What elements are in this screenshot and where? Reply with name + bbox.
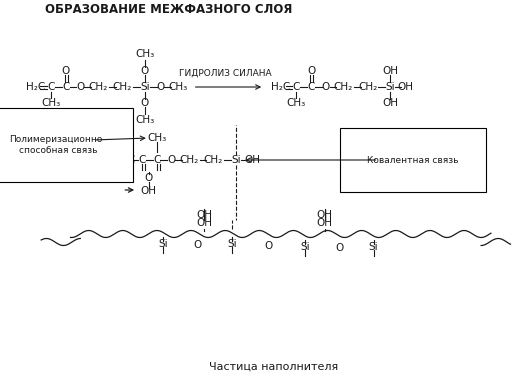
Text: CH₃: CH₃	[41, 98, 61, 108]
Text: OH: OH	[316, 218, 333, 228]
Text: OH: OH	[316, 210, 333, 220]
Text: O: O	[141, 66, 149, 76]
Text: Si: Si	[386, 82, 395, 92]
Text: OH: OH	[398, 82, 414, 92]
Text: C: C	[138, 155, 145, 165]
Text: CH₂: CH₂	[358, 82, 378, 92]
Text: O: O	[307, 66, 315, 76]
Text: CH₂: CH₂	[88, 82, 108, 92]
Text: OH: OH	[244, 155, 260, 165]
Text: CH₂: CH₂	[113, 82, 132, 92]
Text: O: O	[76, 82, 84, 92]
Text: Si: Si	[159, 239, 168, 249]
Text: O: O	[193, 240, 202, 250]
Text: Полимеризационно-
способная связь: Полимеризационно- способная связь	[10, 135, 106, 155]
Text: O: O	[141, 98, 149, 108]
Text: O: O	[264, 241, 272, 251]
Text: CH₃: CH₃	[135, 115, 155, 125]
Text: O: O	[62, 66, 70, 76]
Text: Si: Si	[231, 155, 241, 165]
Text: OH: OH	[196, 218, 212, 228]
Text: OH: OH	[196, 210, 212, 220]
Text: Si: Si	[369, 242, 379, 252]
Text: Si: Si	[140, 82, 150, 92]
Text: Si: Si	[227, 239, 237, 249]
Text: O: O	[156, 82, 165, 92]
Text: C: C	[47, 82, 55, 92]
Text: Ковалентная связь: Ковалентная связь	[367, 155, 458, 165]
Text: Si: Si	[301, 242, 310, 252]
Text: O: O	[322, 82, 330, 92]
Text: H₂C: H₂C	[25, 82, 45, 92]
Text: CH₂: CH₂	[333, 82, 353, 92]
Text: OH: OH	[141, 186, 157, 196]
Text: ГИДРОЛИЗ СИЛАНА: ГИДРОЛИЗ СИЛАНА	[179, 68, 271, 78]
Text: H₂C: H₂C	[116, 155, 136, 165]
Text: CH₂: CH₂	[179, 155, 199, 165]
Text: Частица наполнителя: Частица наполнителя	[209, 362, 339, 372]
Text: C: C	[307, 82, 315, 92]
Text: C: C	[293, 82, 300, 92]
Text: OH: OH	[382, 98, 398, 108]
Text: C: C	[153, 155, 160, 165]
Text: CH₃: CH₃	[147, 133, 166, 143]
Text: OH: OH	[382, 66, 398, 76]
Text: H₂C: H₂C	[271, 82, 290, 92]
Text: O: O	[335, 243, 344, 253]
Text: ОБРАЗОВАНИЕ МЕЖФАЗНОГО СЛОЯ: ОБРАЗОВАНИЕ МЕЖФАЗНОГО СЛОЯ	[45, 3, 292, 16]
Text: CH₃: CH₃	[168, 82, 187, 92]
Text: C: C	[62, 82, 70, 92]
Text: CH₃: CH₃	[287, 98, 306, 108]
Text: CH₃: CH₃	[135, 49, 155, 59]
Text: CH₂: CH₂	[204, 155, 223, 165]
Text: O: O	[144, 173, 153, 183]
Text: O: O	[167, 155, 175, 165]
